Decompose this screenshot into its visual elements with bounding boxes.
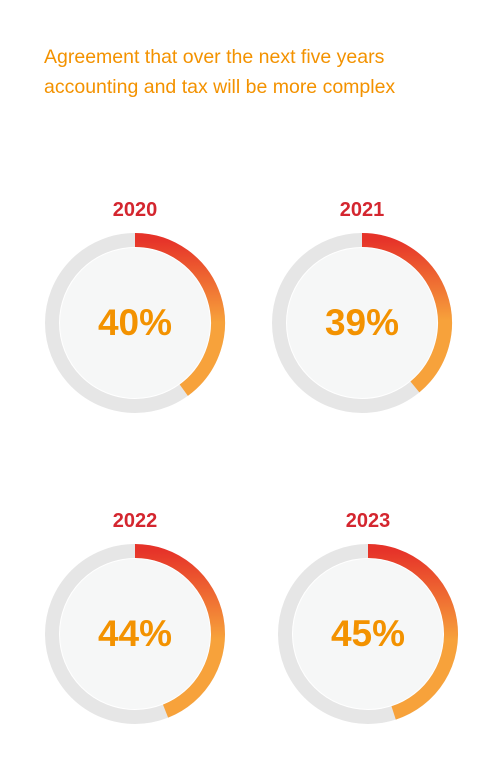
- donut-svg-2023: [278, 544, 458, 724]
- donut-svg-2022: [45, 544, 225, 724]
- chart-title-line-1: Agreement that over the next five years: [44, 46, 385, 68]
- donut-arc-2021: [361, 233, 452, 393]
- value-label-2022: 44%: [97, 613, 173, 654]
- donut-center-2023: [293, 559, 443, 709]
- donut-arc-2020: [134, 233, 225, 396]
- year-label-2022: 2022: [112, 510, 158, 532]
- donut-ring-2021: [267, 228, 457, 418]
- donut-center-2020: [60, 248, 210, 398]
- donut-center-2021: [287, 248, 437, 398]
- value-label-2021: 39%: [324, 302, 400, 343]
- donut-ring-2022: [40, 539, 230, 729]
- year-label-2023: 2023: [345, 510, 391, 532]
- donut-center-2022: [60, 559, 210, 709]
- chart-title-line-2: accounting and tax will be more complex: [44, 76, 396, 98]
- donut-arc-2022: [134, 544, 225, 718]
- donut-svg-2020: [45, 233, 225, 413]
- value-label-2023: 45%: [330, 613, 406, 654]
- donut-arc-2023: [367, 544, 458, 720]
- donut-ring-2023: [273, 539, 463, 729]
- donut-ring-2020: [40, 228, 230, 418]
- donut-svg-2021: [272, 233, 452, 413]
- chart-title: Agreement that over the next five years …: [44, 42, 464, 102]
- year-label-2021: 2021: [339, 199, 385, 221]
- value-label-2020: 40%: [97, 302, 173, 343]
- year-label-2020: 2020: [112, 199, 158, 221]
